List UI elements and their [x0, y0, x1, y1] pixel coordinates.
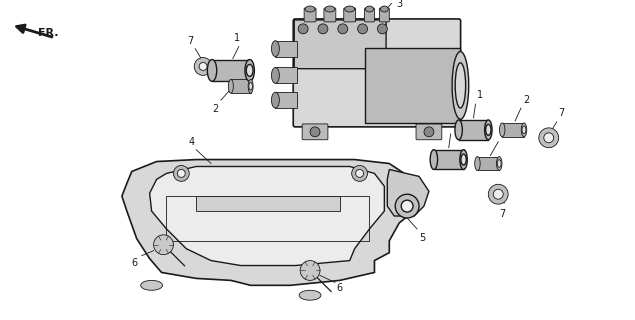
- Polygon shape: [150, 166, 384, 266]
- Ellipse shape: [455, 120, 462, 140]
- Bar: [458, 120, 488, 140]
- Text: 1: 1: [234, 33, 240, 43]
- FancyBboxPatch shape: [324, 8, 336, 22]
- FancyBboxPatch shape: [344, 8, 356, 22]
- Bar: [212, 60, 250, 81]
- Ellipse shape: [271, 68, 279, 83]
- Circle shape: [177, 170, 185, 177]
- Ellipse shape: [461, 154, 466, 165]
- FancyBboxPatch shape: [304, 8, 316, 22]
- Bar: [434, 150, 464, 170]
- Circle shape: [424, 127, 434, 137]
- Ellipse shape: [522, 126, 526, 134]
- Circle shape: [358, 24, 368, 34]
- Polygon shape: [387, 170, 429, 216]
- FancyBboxPatch shape: [293, 19, 460, 127]
- Bar: [276, 92, 297, 108]
- Bar: [478, 156, 499, 171]
- FancyBboxPatch shape: [379, 8, 389, 22]
- Circle shape: [300, 260, 320, 280]
- Text: FR.: FR.: [37, 28, 58, 38]
- Text: 2: 2: [523, 95, 529, 105]
- Ellipse shape: [271, 92, 279, 108]
- Ellipse shape: [271, 41, 279, 57]
- Circle shape: [154, 235, 173, 255]
- Circle shape: [194, 58, 212, 76]
- Circle shape: [488, 184, 508, 204]
- Circle shape: [356, 170, 364, 177]
- Ellipse shape: [497, 156, 502, 171]
- Circle shape: [401, 200, 413, 212]
- Ellipse shape: [486, 124, 491, 135]
- FancyBboxPatch shape: [364, 8, 375, 22]
- Text: 7: 7: [559, 108, 565, 118]
- Bar: [502, 123, 524, 137]
- Ellipse shape: [245, 60, 255, 81]
- Text: 5: 5: [419, 233, 425, 243]
- Ellipse shape: [345, 6, 354, 12]
- Text: 7: 7: [499, 209, 505, 219]
- Ellipse shape: [299, 290, 321, 300]
- Text: 2: 2: [500, 128, 507, 138]
- Circle shape: [395, 194, 419, 218]
- Circle shape: [544, 133, 554, 143]
- Text: 4: 4: [188, 137, 194, 147]
- Polygon shape: [122, 160, 414, 285]
- Ellipse shape: [485, 120, 492, 140]
- Ellipse shape: [141, 280, 163, 290]
- Ellipse shape: [366, 6, 373, 12]
- Circle shape: [318, 24, 328, 34]
- Ellipse shape: [246, 64, 253, 76]
- Ellipse shape: [500, 123, 505, 137]
- Ellipse shape: [460, 150, 467, 170]
- Bar: [276, 68, 297, 83]
- Text: 3: 3: [396, 0, 403, 9]
- Circle shape: [173, 165, 189, 181]
- Bar: [231, 79, 251, 93]
- Ellipse shape: [325, 6, 335, 12]
- Ellipse shape: [455, 63, 465, 108]
- Ellipse shape: [521, 123, 526, 137]
- Text: 6: 6: [337, 283, 343, 293]
- Ellipse shape: [207, 60, 217, 81]
- Circle shape: [338, 24, 348, 34]
- Ellipse shape: [430, 150, 438, 170]
- Ellipse shape: [475, 156, 480, 171]
- Text: 1: 1: [478, 90, 484, 100]
- FancyBboxPatch shape: [416, 124, 442, 140]
- FancyBboxPatch shape: [294, 20, 386, 69]
- Circle shape: [298, 24, 308, 34]
- Ellipse shape: [249, 83, 253, 90]
- Text: 2: 2: [213, 104, 219, 114]
- Polygon shape: [196, 196, 340, 211]
- Ellipse shape: [305, 6, 315, 12]
- Ellipse shape: [497, 160, 501, 167]
- Text: 7: 7: [187, 36, 193, 46]
- Text: 1: 1: [453, 120, 459, 130]
- Bar: [365, 48, 460, 123]
- Circle shape: [352, 165, 368, 181]
- Ellipse shape: [452, 52, 469, 119]
- Text: 6: 6: [131, 258, 138, 268]
- Circle shape: [199, 62, 207, 70]
- Ellipse shape: [229, 79, 233, 93]
- Circle shape: [493, 189, 503, 199]
- Circle shape: [310, 127, 320, 137]
- Ellipse shape: [248, 79, 253, 93]
- Ellipse shape: [380, 6, 389, 12]
- FancyBboxPatch shape: [302, 124, 328, 140]
- Circle shape: [377, 24, 387, 34]
- Circle shape: [539, 128, 559, 148]
- Bar: [276, 41, 297, 57]
